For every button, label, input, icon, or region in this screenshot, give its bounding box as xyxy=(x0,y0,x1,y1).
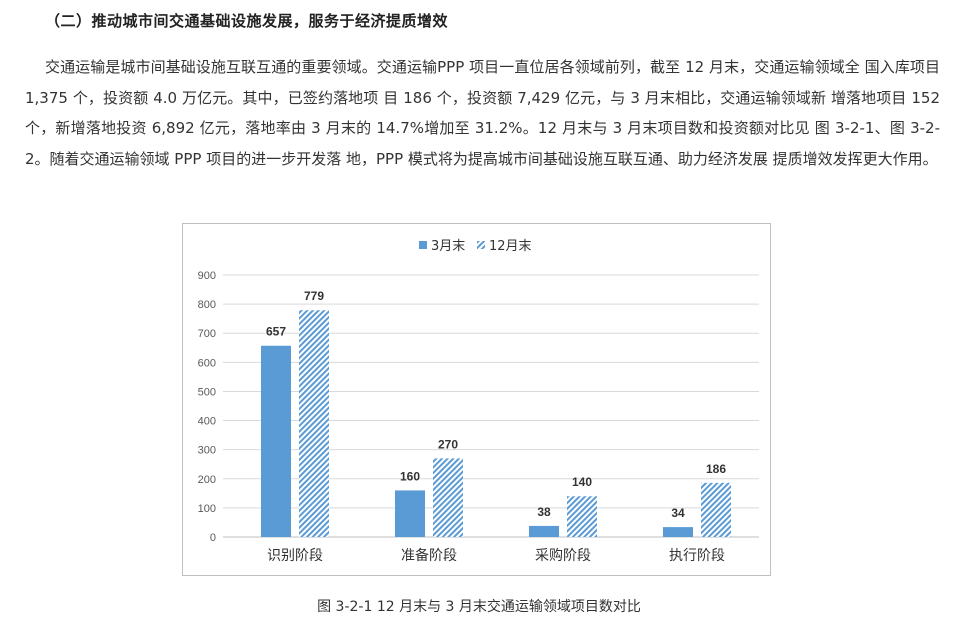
legend-label: 12月末 xyxy=(489,239,532,254)
bar-march xyxy=(663,527,693,537)
section-heading: （二）推动城市间交通基础设施发展，服务于经济提质增效 xyxy=(45,12,449,30)
bar-march xyxy=(395,490,425,537)
y-tick-label: 600 xyxy=(198,357,216,369)
data-label: 186 xyxy=(706,462,726,476)
bar-march xyxy=(261,345,291,537)
bar-chart-svg: 0 100 200 300 400 500 600 700 800 900 657 779 识别阶段 16… xyxy=(198,239,759,564)
y-tick-label: 700 xyxy=(198,328,216,340)
figure-caption: 图 3-2-1 12 月末与 3 月末交通运输领域项目数对比 xyxy=(317,599,641,615)
bar-december xyxy=(701,482,731,537)
y-tick-label: 900 xyxy=(198,270,216,282)
x-tick-label: 识别阶段 xyxy=(267,548,323,564)
y-tick-label: 0 xyxy=(210,532,216,544)
bar-december xyxy=(567,496,597,537)
x-tick-label: 准备阶段 xyxy=(401,547,457,564)
data-label: 160 xyxy=(400,469,420,483)
y-tick-label: 500 xyxy=(198,386,216,398)
data-label: 779 xyxy=(304,289,324,303)
data-label: 38 xyxy=(537,505,551,519)
legend-swatch xyxy=(477,241,485,249)
body-paragraph: 交通运输是城市间基础设施互联互通的重要领域。交通运输PPP 项目一直位居各领域前… xyxy=(25,58,940,168)
bar-march xyxy=(529,525,559,537)
x-tick-label: 采购阶段 xyxy=(535,548,591,564)
data-label: 270 xyxy=(438,437,458,451)
legend-swatch xyxy=(419,241,427,249)
data-label: 34 xyxy=(671,506,685,520)
y-tick-label: 200 xyxy=(198,474,216,486)
y-tick-label: 100 xyxy=(198,503,216,515)
y-tick-label: 300 xyxy=(198,445,216,457)
data-label: 140 xyxy=(572,475,592,489)
bar-december xyxy=(299,310,329,537)
legend-label: 3月末 xyxy=(431,239,465,254)
y-tick-label: 800 xyxy=(198,299,216,311)
x-tick-label: 执行阶段 xyxy=(669,548,725,564)
data-label: 657 xyxy=(266,325,286,339)
y-tick-label: 400 xyxy=(198,416,216,428)
chart: 0 100 200 300 400 500 600 700 800 900 657 779 识别阶段 16… xyxy=(182,223,771,576)
bar-december xyxy=(433,458,463,537)
